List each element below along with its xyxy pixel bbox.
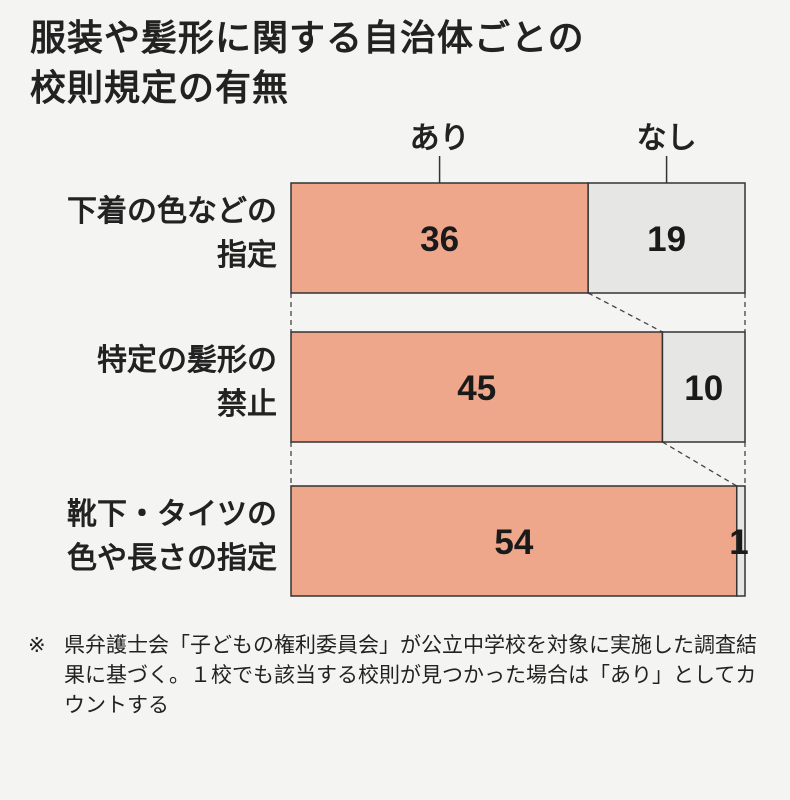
category-label-2-1: 特定の髪形の — [97, 343, 277, 378]
footnote: ※ 県弁護士会「子どもの権利委員会」が公立中学校を対象に実施した調査結果に基づく… — [28, 630, 773, 720]
legend-label-ari: あり — [410, 121, 470, 156]
category-label-1-2: 指定 — [217, 238, 277, 273]
footnote-text: 県弁護士会「子どもの権利委員会」が公立中学校を対象に実施した調査結果に基づく。１… — [64, 633, 757, 717]
bar-ari-1 — [290, 182, 589, 294]
legend: あり なし — [410, 121, 697, 183]
connector-lines — [290, 292, 746, 487]
bars-group: 36 19 45 10 54 1 — [290, 182, 749, 597]
value-label-nashi-1: 19 — [647, 220, 686, 259]
category-label-2-2: 禁止 — [217, 387, 277, 422]
bar-nashi-1 — [587, 182, 746, 294]
chart-title: 服装や髪形に関する自治体ごとの 校則規定の有無 — [30, 14, 770, 114]
footnote-mark: ※ — [28, 633, 46, 657]
bar-ari-2 — [290, 331, 664, 443]
category-label-1-1: 下着の色などの — [67, 194, 277, 229]
bar-nashi-2 — [661, 331, 746, 443]
value-label-ari-1: 36 — [420, 220, 459, 259]
value-label-nashi-3: 1 — [729, 523, 748, 562]
value-label-ari-3: 54 — [494, 523, 533, 562]
category-label-3-2: 色や長さの指定 — [67, 541, 277, 576]
connector-split-2 — [662, 441, 738, 487]
bar-nashi-3 — [735, 485, 746, 597]
connector-split-1 — [587, 292, 663, 333]
bar-ari-3 — [290, 485, 738, 597]
stacked-bar-chart: 36 19 45 10 54 1 下着の色などの指定特定の髪形の禁止靴下・タイツの色や長さ… — [67, 121, 749, 597]
title-line-2: 校則規定の有無 — [30, 68, 290, 109]
title-line-1: 服装や髪形に関する自治体ごとの — [30, 18, 585, 59]
value-label-ari-2: 45 — [457, 369, 496, 408]
legend-label-nashi: なし — [637, 121, 697, 156]
category-label-3-1: 靴下・タイツの — [67, 497, 277, 532]
value-label-nashi-2: 10 — [684, 369, 723, 408]
